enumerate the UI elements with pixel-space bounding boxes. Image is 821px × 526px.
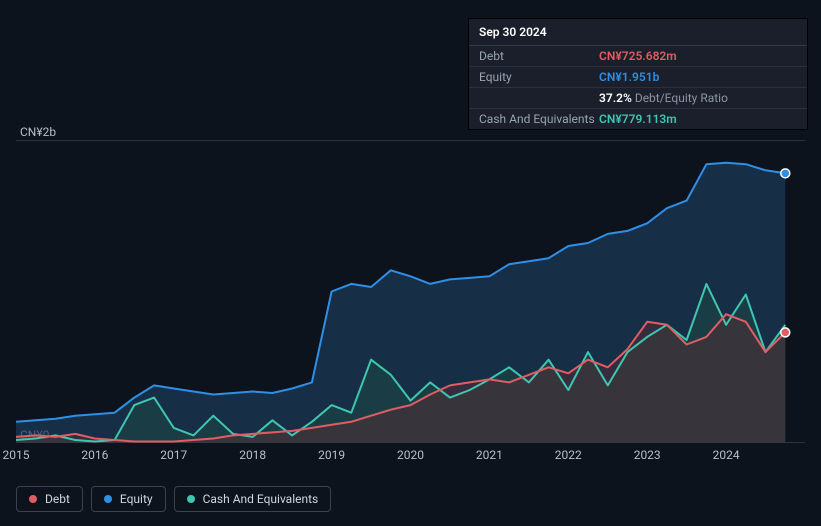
x-tick: 2021: [476, 448, 503, 462]
x-tick: 2022: [555, 448, 582, 462]
tooltip-row-value: CN¥725.682m: [599, 49, 797, 63]
legend-dot-icon: [187, 495, 195, 503]
tooltip-row: Cash And EquivalentsCN¥779.113m: [469, 109, 807, 129]
end-marker: [781, 328, 790, 337]
legend-item-debt[interactable]: Debt: [16, 486, 83, 512]
tooltip-row-label: Cash And Equivalents: [479, 112, 599, 126]
legend-label: Debt: [45, 492, 70, 506]
tooltip-row-label: Debt: [479, 49, 599, 63]
x-tick: 2023: [634, 448, 661, 462]
tooltip-row-label: [479, 91, 599, 105]
x-tick: 2016: [81, 448, 108, 462]
tooltip-row: EquityCN¥1.951b: [469, 67, 807, 88]
end-marker: [781, 169, 790, 178]
x-tick: 2020: [397, 448, 424, 462]
tooltip-row-value: 37.2% Debt/Equity Ratio: [599, 91, 797, 105]
tooltip-card: Sep 30 2024 DebtCN¥725.682mEquityCN¥1.95…: [468, 18, 808, 130]
legend: Debt Equity Cash And Equivalents: [16, 486, 331, 512]
tooltip-row: DebtCN¥725.682m: [469, 46, 807, 67]
legend-label: Cash And Equivalents: [203, 492, 319, 506]
legend-item-equity[interactable]: Equity: [91, 486, 166, 512]
x-tick: 2017: [160, 448, 187, 462]
y-tick-max: CN¥2b: [20, 125, 56, 139]
chart-plot: [16, 140, 805, 443]
x-axis-labels: 2015201620172018201920202021202220232024: [16, 448, 805, 468]
x-tick: 2015: [3, 448, 30, 462]
tooltip-date: Sep 30 2024: [469, 19, 807, 46]
x-tick: 2024: [713, 448, 740, 462]
tooltip-row: 37.2% Debt/Equity Ratio: [469, 88, 807, 109]
tooltip-row-value: CN¥1.951b: [599, 70, 797, 84]
legend-dot-icon: [29, 495, 37, 503]
x-tick: 2018: [239, 448, 266, 462]
legend-label: Equity: [120, 492, 153, 506]
tooltip-row-value: CN¥779.113m: [599, 112, 797, 126]
legend-item-cash-and-equivalents[interactable]: Cash And Equivalents: [174, 486, 332, 512]
x-tick: 2019: [318, 448, 345, 462]
legend-dot-icon: [104, 495, 112, 503]
tooltip-row-label: Equity: [479, 70, 599, 84]
